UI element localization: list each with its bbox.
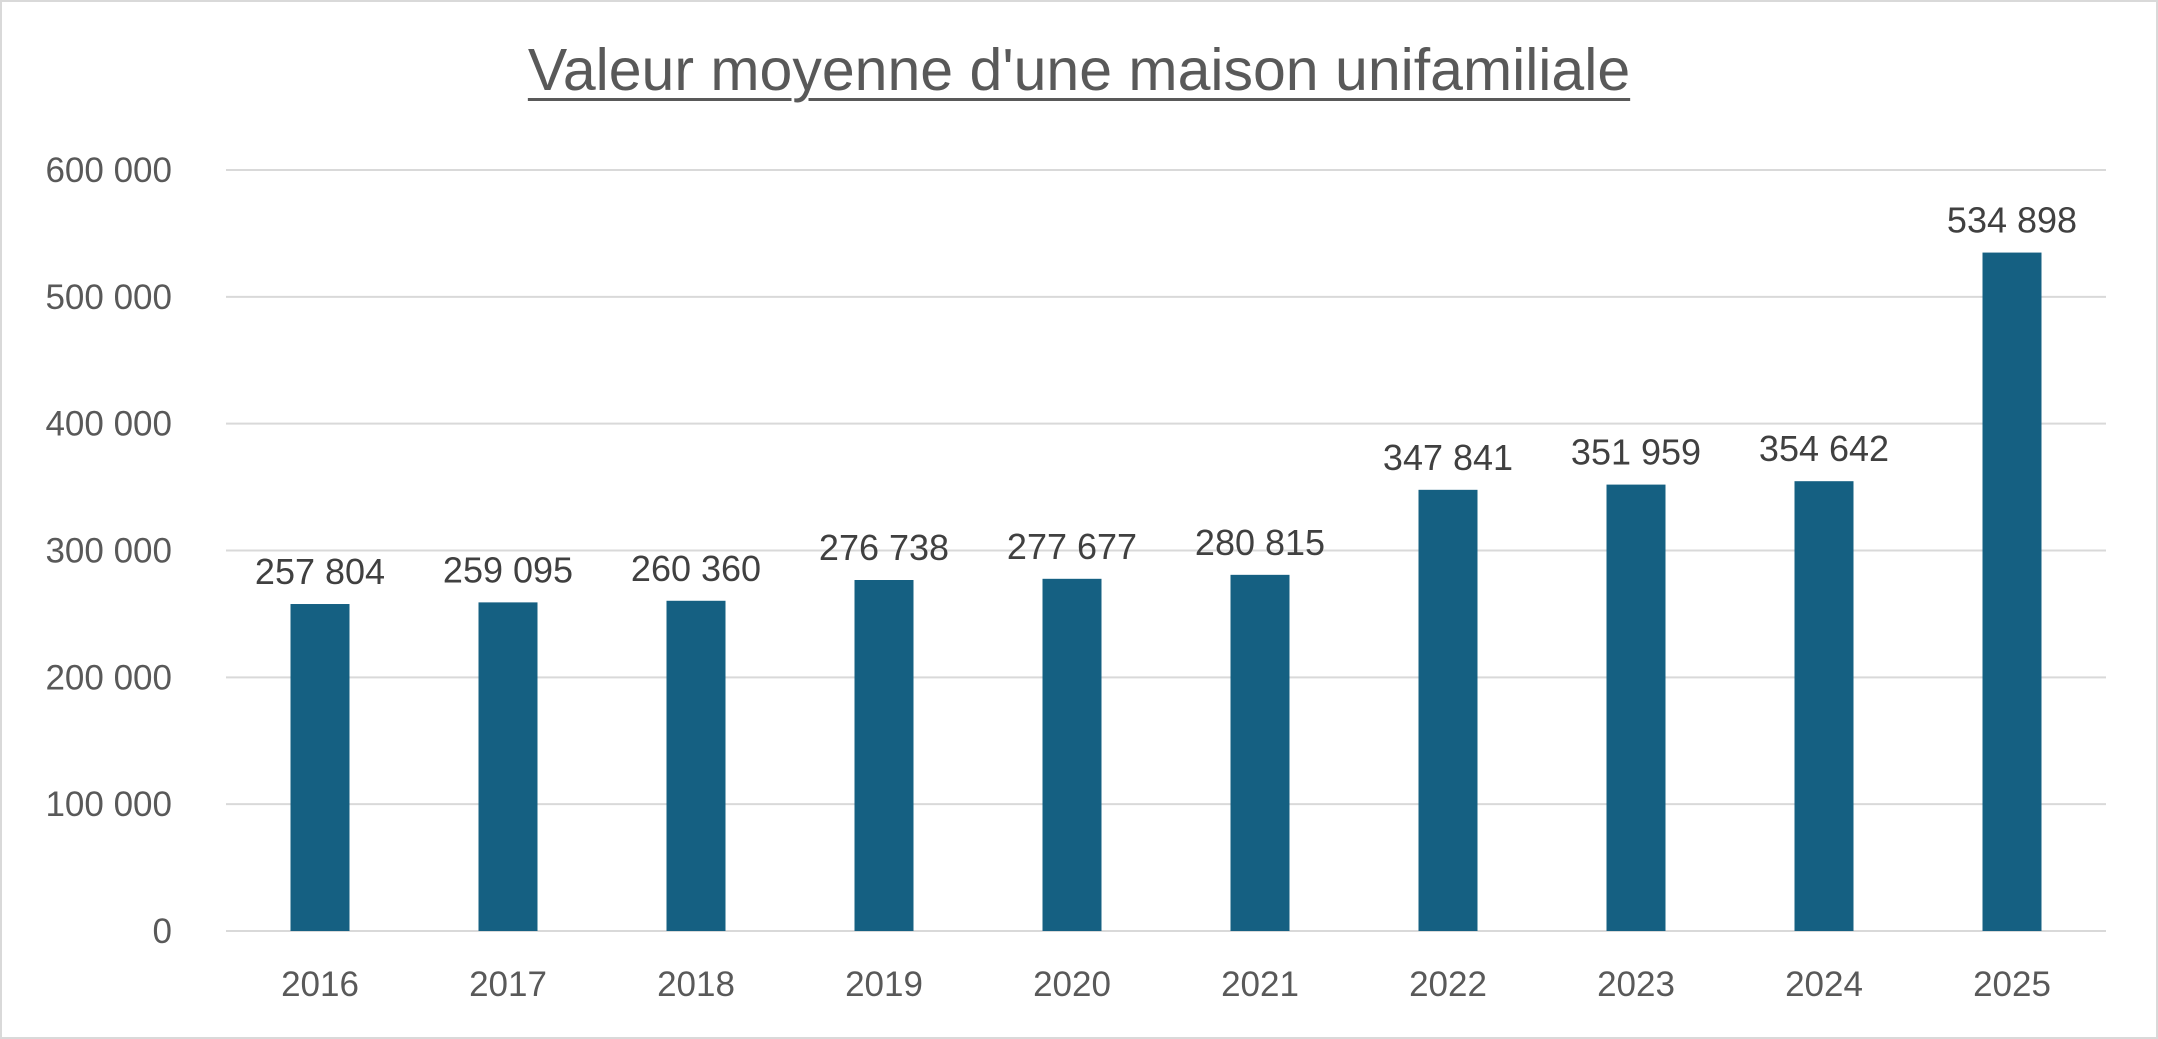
- data-label-2025: 534 898: [1947, 200, 2077, 241]
- x-axis-ticks: 2016 2017 2018 2019 2020 2021 2022 2023 2024 2025: [281, 965, 2051, 1004]
- y-tick-label: 400 000: [45, 405, 172, 444]
- data-labels: 257 804 259 095 260 360 276 738 277 677 280 8…: [255, 200, 2077, 592]
- x-tick-label: 2020: [1033, 965, 1111, 1004]
- x-tick-label: 2022: [1409, 965, 1487, 1004]
- bar-2016: [290, 604, 350, 931]
- x-tick-label: 2017: [469, 965, 547, 1004]
- x-tick-label: 2016: [281, 965, 359, 1004]
- gridlines: [226, 169, 2106, 932]
- y-axis-ticks: 0 100 000 200 000 300 000 400 000 500 000 600 …: [45, 151, 172, 951]
- data-label-2022: 347 841: [1383, 437, 1513, 478]
- x-tick-label: 2018: [657, 965, 735, 1004]
- y-tick-label: 0: [153, 912, 172, 951]
- bar-2024: [1794, 481, 1854, 931]
- data-label-2019: 276 738: [819, 527, 949, 568]
- bar-2023: [1606, 484, 1666, 931]
- bar-2019: [854, 580, 914, 931]
- data-label-2023: 351 959: [1571, 432, 1701, 473]
- bar-2021: [1230, 574, 1290, 931]
- data-label-2024: 354 642: [1759, 428, 1889, 469]
- bars: [290, 252, 2042, 931]
- x-tick-label: 2025: [1973, 965, 2051, 1004]
- y-tick-label: 300 000: [45, 532, 172, 571]
- bar-2022: [1418, 489, 1478, 931]
- data-label-2017: 259 095: [443, 549, 573, 590]
- y-tick-label: 500 000: [45, 278, 172, 317]
- bar-2017: [478, 602, 538, 931]
- y-tick-label: 200 000: [45, 658, 172, 697]
- x-tick-label: 2019: [845, 965, 923, 1004]
- x-tick-label: 2023: [1597, 965, 1675, 1004]
- x-tick-label: 2021: [1221, 965, 1299, 1004]
- chart-title: Valeur moyenne d'une maison unifamiliale: [527, 37, 1631, 103]
- x-tick-label: 2024: [1785, 965, 1863, 1004]
- data-label-2016: 257 804: [255, 551, 385, 592]
- bar-2020: [1042, 578, 1102, 931]
- bar-2025: [1982, 252, 2042, 931]
- y-tick-label: 600 000: [45, 151, 172, 190]
- data-label-2020: 277 677: [1007, 526, 1137, 567]
- data-label-2018: 260 360: [631, 548, 761, 589]
- bar-2018: [666, 600, 726, 931]
- data-label-2021: 280 815: [1195, 522, 1325, 563]
- y-tick-label: 100 000: [45, 785, 172, 824]
